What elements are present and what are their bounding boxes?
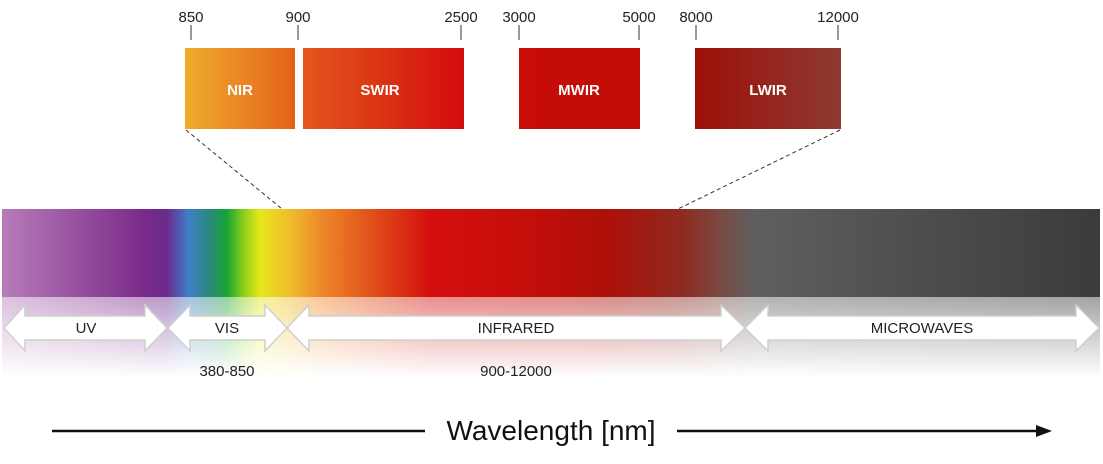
spectrum-bar bbox=[2, 209, 1100, 297]
zoom-line-left bbox=[185, 129, 283, 210]
wavelength-axis: Wavelength [nm] bbox=[52, 415, 1052, 446]
region-arrows: UV VIS INFRARED MICROWAVES bbox=[2, 303, 1101, 353]
band-swir bbox=[303, 48, 464, 129]
infrared-range-label: 900-12000 bbox=[480, 363, 552, 380]
tick-label-3000: 3000 bbox=[502, 9, 535, 26]
tick-label-12000: 12000 bbox=[817, 9, 859, 26]
band-nir bbox=[185, 48, 295, 129]
tick-label-850: 850 bbox=[178, 9, 203, 26]
axis-title: Wavelength [nm] bbox=[446, 415, 655, 446]
tick-label-5000: 5000 bbox=[622, 9, 655, 26]
band-label-mwir: MWIR bbox=[558, 82, 600, 99]
vis-range-label: 380-850 bbox=[199, 363, 254, 380]
region-label-uv: UV bbox=[76, 320, 97, 337]
band-lwir bbox=[695, 48, 841, 129]
axis-arrowhead-icon bbox=[1036, 425, 1052, 437]
band-boxes: NIR SWIR MWIR LWIR bbox=[185, 48, 841, 129]
band-label-swir: SWIR bbox=[360, 82, 399, 99]
band-label-lwir: LWIR bbox=[749, 82, 787, 99]
tick-label-2500: 2500 bbox=[444, 9, 477, 26]
zoom-line-right bbox=[677, 129, 841, 210]
region-label-vis: VIS bbox=[215, 320, 239, 337]
region-label-infrared: INFRARED bbox=[478, 320, 555, 337]
region-label-microwaves: MICROWAVES bbox=[871, 320, 974, 337]
microwaves-arrow bbox=[743, 303, 1101, 353]
tick-label-900: 900 bbox=[285, 9, 310, 26]
band-mwir bbox=[519, 48, 640, 129]
tick-group: 850 900 2500 3000 5000 8000 12000 bbox=[178, 9, 859, 40]
band-label-nir: NIR bbox=[227, 82, 253, 99]
tick-label-8000: 8000 bbox=[679, 9, 712, 26]
